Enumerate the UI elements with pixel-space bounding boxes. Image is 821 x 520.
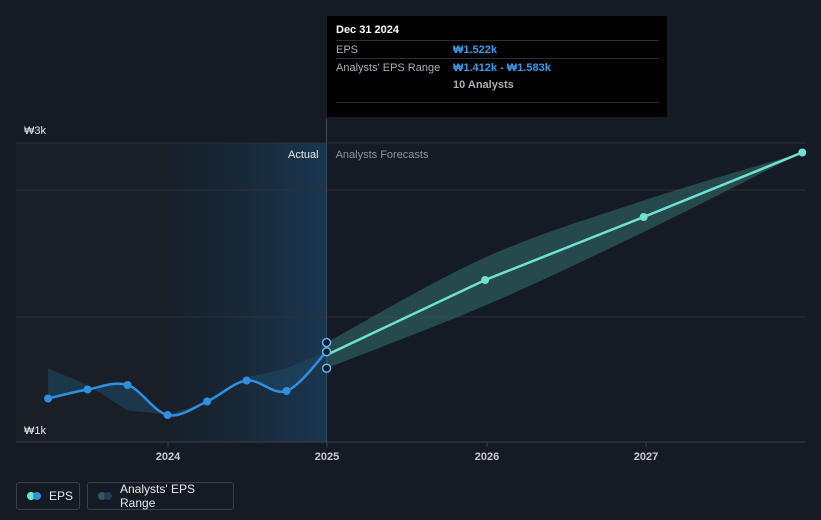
actual-range-band (48, 351, 327, 416)
hover-tooltip: Dec 31 2024 EPS ₩1.522k Analysts' EPS Ra… (327, 16, 667, 117)
y-tick-label: ₩1k (24, 425, 47, 437)
forecast-region-label: Analysts Forecasts (336, 149, 429, 161)
data-markers (44, 148, 807, 419)
eps-point (282, 387, 291, 395)
eps-point (203, 397, 212, 406)
eps-point (44, 394, 53, 403)
forecast-range-band (326, 152, 803, 369)
tooltip-range-row: Analysts' EPS Range ₩1.412k - ₩1.583k (336, 58, 659, 76)
legend-range-label: Analysts' EPS Range (120, 482, 195, 510)
forecast-line (326, 151, 803, 357)
range-low-point (321, 363, 332, 373)
forecast-point (639, 213, 648, 221)
x-tick-label: 2027 (634, 451, 658, 463)
y-tick-label: ₩3k (24, 125, 47, 137)
past-region-shade (16, 143, 168, 442)
tooltip-date: Dec 31 2024 (336, 24, 399, 36)
legend-analysts-range[interactable]: Analysts' EPS Range (87, 482, 234, 510)
range-legend-icon (98, 492, 112, 500)
tooltip-range-value: ₩1.412k - ₩1.583k (453, 61, 551, 74)
legend-eps[interactable]: EPS (16, 482, 80, 510)
tooltip-eps-row: EPS ₩1.522k (336, 40, 659, 58)
tooltip-divider (336, 102, 659, 103)
forecast-point (481, 276, 490, 284)
x-tick-label: 2024 (156, 451, 181, 463)
tooltip-eps-value: ₩1.522k (453, 43, 498, 56)
eps-point (163, 411, 172, 419)
actual-region-label: Actual (288, 149, 319, 161)
axis-labels: 2024 2025 2026 2027 ₩3k ₩1k (24, 125, 658, 463)
actual-region-shade (168, 143, 327, 442)
tooltip-analysts-count: 10 Analysts (453, 78, 514, 91)
legend-eps-label: EPS (49, 489, 74, 503)
eps-point (123, 381, 132, 389)
tooltip-analysts-row: 10 Analysts (336, 76, 659, 93)
x-tick-label: 2026 (475, 451, 499, 463)
range-high-point (321, 337, 332, 348)
tooltip-range-label: Analysts' EPS Range (336, 61, 441, 74)
x-tick-label: 2025 (315, 451, 339, 463)
eps-latest-point (321, 346, 332, 357)
eps-legend-icon (27, 492, 41, 500)
forecast-point (798, 148, 807, 157)
eps-point (242, 376, 251, 385)
eps-point (83, 385, 92, 394)
tooltip-eps-label: EPS (336, 43, 359, 56)
